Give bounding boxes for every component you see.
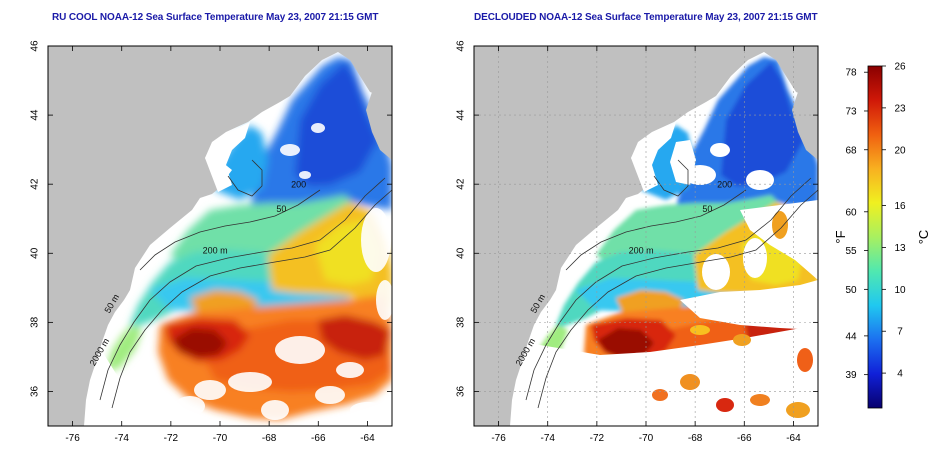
left-lon-tick-label: -72 xyxy=(164,433,179,444)
right-contour-label: 200 xyxy=(717,180,732,190)
fahrenheit-tick-label: 73 xyxy=(845,106,857,117)
georges-bank-cloud xyxy=(670,140,696,185)
celsius-tick-label: 13 xyxy=(894,243,906,254)
left-map-axes: -76 -74 -72 -70 -68 -66 -64 36 38 40 42 44 46 200 m 50… xyxy=(30,40,392,444)
fahrenheit-tick-label: 50 xyxy=(845,285,857,296)
fahrenheit-tick-label: 39 xyxy=(845,370,857,381)
cloud-patches xyxy=(175,123,392,420)
celsius-tick-label: 10 xyxy=(894,285,906,296)
right-lat-tick-label: 40 xyxy=(456,247,467,259)
left-contour-label: 200 xyxy=(291,180,306,190)
left-lat-tick-label: 44 xyxy=(30,109,41,121)
left-lon-tick-label: -70 xyxy=(213,433,228,444)
left-lon-tick-label: -64 xyxy=(360,433,375,444)
celsius-tick-label: 4 xyxy=(897,369,903,380)
right-lat-tick-label: 38 xyxy=(456,316,467,328)
fahrenheit-tick-label: 60 xyxy=(845,207,857,218)
celsius-ticks: 4 7 10 13 16 20 23 26 xyxy=(882,62,906,380)
left-lat-tick-label: 36 xyxy=(30,385,41,397)
colorbar-gradient xyxy=(867,65,883,409)
left-lon-tick-label: -68 xyxy=(262,433,277,444)
left-lon-tick-label: -74 xyxy=(114,433,129,444)
celsius-tick-label: 26 xyxy=(894,62,906,73)
left-contour-label: 50 xyxy=(276,204,286,214)
right-lon-tick-label: -74 xyxy=(540,433,555,444)
coastal-cloud xyxy=(631,122,676,192)
right-lat-tick-label: 36 xyxy=(456,385,467,397)
right-contour-label: 200 m xyxy=(629,245,654,255)
fahrenheit-tick-label: 78 xyxy=(845,68,857,79)
land-mass xyxy=(48,46,392,426)
right-lon-tick-label: -68 xyxy=(688,433,703,444)
right-lon-tick-label: -70 xyxy=(639,433,654,444)
nova-scotia-land xyxy=(366,80,392,160)
right-lon-tick-label: -72 xyxy=(590,433,605,444)
celsius-tick-label: 16 xyxy=(894,201,906,212)
celsius-tick-label: 7 xyxy=(897,327,903,338)
left-contour-label: 200 m xyxy=(203,245,228,255)
fahrenheit-unit-label: °F xyxy=(833,230,848,243)
celsius-tick-label: 23 xyxy=(894,103,906,114)
right-sst-map: -76 -74 -72 -70 -68 -66 -64 36 38 40 42 44 46 200 m 50… xyxy=(456,40,819,444)
fahrenheit-tick-label: 68 xyxy=(845,145,857,156)
right-lon-tick-label: -64 xyxy=(786,433,801,444)
graticule xyxy=(474,46,818,426)
bathymetry-contours xyxy=(99,159,392,409)
left-lon-tick-label: -66 xyxy=(311,433,326,444)
left-lon-tick-label: -76 xyxy=(65,433,80,444)
left-lat-tick-label: 38 xyxy=(30,316,41,328)
temperature-colorbar: 39 44 50 55 60 68 73 78 4 7 10 13 16 20 23 26 °F °C xyxy=(833,62,931,409)
fahrenheit-tick-label: 55 xyxy=(845,246,857,257)
right-lon-tick-label: -76 xyxy=(491,433,506,444)
left-lat-tick-label: 42 xyxy=(30,178,41,190)
celsius-tick-label: 20 xyxy=(894,145,906,156)
right-lat-tick-label: 44 xyxy=(456,109,467,121)
coastal-cloud xyxy=(205,122,250,192)
fahrenheit-tick-label: 44 xyxy=(845,331,857,342)
celsius-unit-label: °C xyxy=(916,230,931,245)
left-map-title: RU COOL NOAA-12 Sea Surface Temperature … xyxy=(52,12,379,23)
right-lat-tick-label: 42 xyxy=(456,178,467,190)
land-mass xyxy=(474,46,818,426)
right-lat-tick-label: 46 xyxy=(456,40,467,52)
right-map-title: DECLOUDED NOAA-12 Sea Surface Temperatur… xyxy=(474,12,818,23)
left-lat-tick-label: 40 xyxy=(30,247,41,259)
right-lon-tick-label: -66 xyxy=(737,433,752,444)
fahrenheit-ticks: 39 44 50 55 60 68 73 78 xyxy=(845,68,868,381)
left-lat-tick-label: 46 xyxy=(30,40,41,52)
nova-scotia-land xyxy=(792,80,818,160)
right-contour-label: 50 xyxy=(702,204,712,214)
bathymetry-contours xyxy=(525,159,818,409)
left-sst-map: -76 -74 -72 -70 -68 -66 -64 36 38 40 42 44 46 200 m 50… xyxy=(30,40,393,444)
